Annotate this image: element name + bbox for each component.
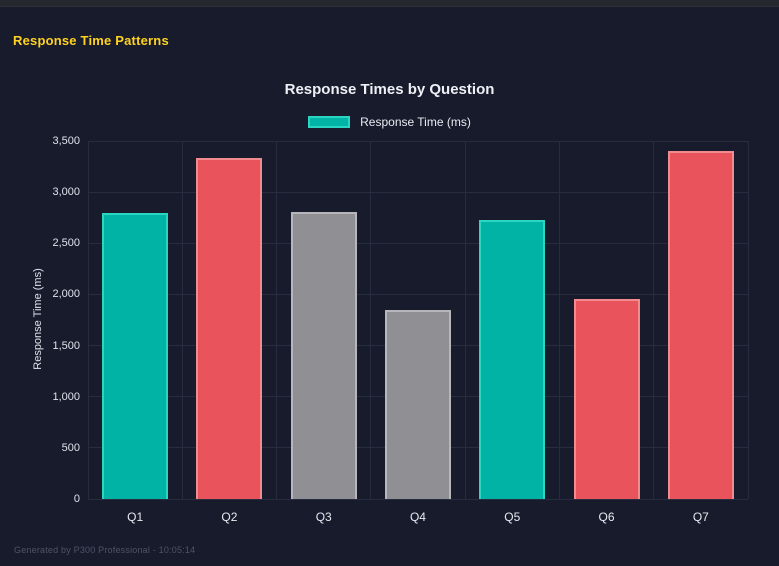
x-tick-label: Q4 bbox=[409, 510, 426, 524]
x-tick-label: Q1 bbox=[127, 510, 144, 524]
x-tick-label: Q2 bbox=[221, 510, 238, 524]
footer-generated-by: Generated by P300 Professional - 10:05:1… bbox=[14, 545, 196, 555]
plot-area: 0 500 1,000 1,500 2,000 2,500 3,000 3,500 Q1 Q2 Q3… bbox=[52, 135, 749, 524]
chart-legend: Response Time (ms) bbox=[0, 115, 779, 129]
page-title: Response Time Patterns bbox=[13, 33, 169, 48]
y-tick-label: 2,000 bbox=[52, 288, 80, 301]
x-tick-label: Q5 bbox=[504, 510, 521, 524]
y-tick-label: 2,500 bbox=[52, 237, 80, 250]
bar-Q2 bbox=[196, 158, 263, 499]
h-gridline bbox=[88, 191, 748, 193]
legend-swatch-teal bbox=[308, 116, 351, 128]
window-top-strip bbox=[0, 0, 779, 7]
x-tick-label: Q3 bbox=[315, 510, 332, 524]
v-gridline bbox=[276, 141, 278, 499]
x-tick-label: Q7 bbox=[692, 510, 709, 524]
bar-Q4 bbox=[385, 310, 451, 499]
bar-Q6 bbox=[573, 299, 640, 499]
h-gridline bbox=[88, 140, 748, 142]
x-tick-label: Q6 bbox=[598, 510, 615, 524]
v-gridline bbox=[464, 141, 466, 499]
v-gridline bbox=[747, 141, 749, 499]
v-gridline bbox=[87, 141, 89, 499]
bar-Q7 bbox=[667, 151, 734, 499]
y-tick-label: 0 bbox=[73, 493, 80, 505]
bar-Q5 bbox=[479, 220, 546, 499]
y-tick-label: 1,500 bbox=[52, 339, 80, 352]
y-axis-label: Response Time (ms) bbox=[32, 268, 44, 370]
v-gridline bbox=[558, 141, 560, 499]
bar-Q1 bbox=[102, 213, 169, 499]
legend-label: Response Time (ms) bbox=[360, 115, 471, 129]
h-gridline bbox=[88, 242, 748, 244]
y-tick-label: 1,000 bbox=[52, 390, 80, 403]
chart-title: Response Times by Question bbox=[284, 81, 495, 98]
y-tick-label: 3,500 bbox=[52, 135, 80, 147]
bar-Q3 bbox=[290, 212, 357, 499]
v-gridline bbox=[181, 141, 183, 499]
h-gridline bbox=[88, 293, 748, 295]
h-gridline bbox=[88, 498, 748, 500]
v-gridline bbox=[653, 141, 655, 499]
y-tick-label: 3,000 bbox=[52, 186, 80, 199]
y-tick-label: 500 bbox=[61, 441, 80, 454]
v-gridline bbox=[370, 141, 372, 499]
